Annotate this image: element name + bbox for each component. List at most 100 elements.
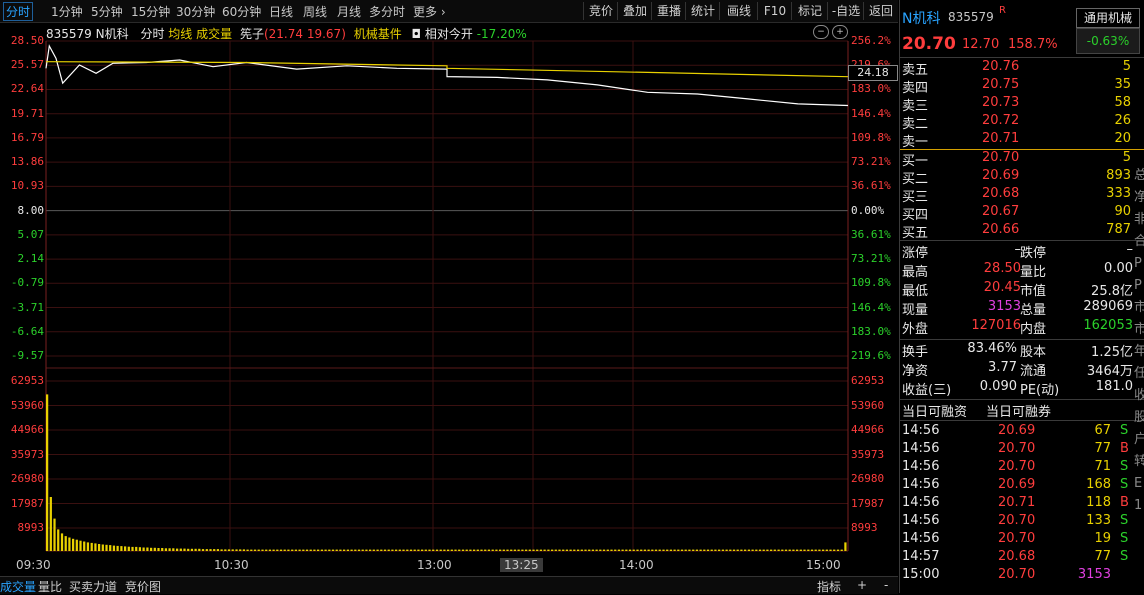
stat-label: 最高 — [902, 265, 929, 280]
ask-row[interactable]: 卖五 20.76 5 — [900, 59, 1144, 78]
period-tab-30min[interactable]: 30分钟 — [176, 5, 216, 19]
period-tab-60min[interactable]: 60分钟 — [222, 5, 262, 19]
volume-bar — [595, 549, 598, 551]
period-tab-1min[interactable]: 1分钟 — [51, 5, 83, 19]
volume-bar — [183, 548, 186, 551]
f10-button[interactable]: F10 — [757, 2, 792, 20]
volume-bar — [413, 549, 416, 551]
expand-icon[interactable]: + — [832, 25, 848, 39]
volume-bar — [224, 549, 227, 551]
volume-bar — [64, 536, 67, 551]
camera-icon[interactable]: ◘ — [411, 27, 422, 41]
volume-bar — [684, 549, 687, 551]
sector-link[interactable]: 机械基件 — [353, 27, 402, 41]
sector-button[interactable]: 通用机械 — [1076, 8, 1140, 28]
volume-bar — [261, 549, 264, 551]
auction-button[interactable]: 竞价 — [583, 2, 618, 20]
bid-row[interactable]: 买一 20.70 5 — [900, 150, 1144, 169]
bid-row[interactable]: 买三 20.68 333 — [900, 186, 1144, 205]
statistics-button[interactable]: 统计 — [685, 2, 720, 20]
volume-bar — [383, 549, 387, 551]
price-axis-label: 16.79 — [10, 130, 44, 144]
volume-bar — [142, 547, 145, 551]
volume-bar — [599, 549, 602, 551]
ask-volume: 35 — [1114, 77, 1131, 92]
indicator-button[interactable]: 指标 — [817, 580, 842, 594]
period-tab-fenshi[interactable]: 分时 — [3, 2, 34, 21]
period-tab-monthly[interactable]: 月线 — [337, 5, 362, 19]
volume-bar — [773, 549, 776, 551]
volume-bar — [120, 546, 123, 551]
volume-bar — [465, 549, 468, 551]
volume-axis-label: 26980 — [10, 472, 44, 485]
volume-bar — [131, 546, 134, 551]
volume-bar — [317, 549, 320, 551]
volume-bar — [647, 549, 650, 551]
bottom-tab-volume-ratio[interactable]: 量比 — [38, 580, 63, 594]
bid-row[interactable]: 买四 20.67 90 — [900, 204, 1144, 223]
volume-bar — [625, 549, 628, 551]
volume-bar — [458, 549, 461, 551]
bid-row[interactable]: 买二 20.69 893 — [900, 168, 1144, 187]
volume-bar — [740, 549, 743, 551]
chart-header: 835579 N机科 分时 均线 成交量 筅子(21.74 19.67) 机械基… — [46, 25, 527, 42]
ask-row[interactable]: 卖二 20.72 26 — [900, 113, 1144, 132]
volume-bar — [755, 549, 758, 551]
remove-indicator-button[interactable]: - — [884, 578, 889, 592]
period-tab-5min[interactable]: 5分钟 — [91, 5, 123, 19]
chart-tab-avg[interactable]: 均线 — [168, 27, 193, 41]
volume-bar — [346, 549, 350, 551]
bid-row[interactable]: 买五 20.66 787 — [900, 222, 1144, 241]
price-line — [45, 44, 849, 107]
period-tab-daily[interactable]: 日线 — [269, 5, 294, 19]
stat-label: 市值 — [1020, 284, 1047, 299]
volume-bar — [551, 549, 554, 551]
period-tab-multi[interactable]: 多分时 — [369, 5, 406, 19]
volume-bar — [176, 548, 179, 551]
overlay-button[interactable]: 叠加 — [617, 2, 652, 20]
volume-bar — [339, 549, 342, 551]
pct-axis-label: 183.0% — [851, 324, 891, 338]
volume-bar — [487, 549, 491, 551]
bid-price: 20.70 — [982, 150, 1020, 165]
bottom-tab-auction-chart[interactable]: 竞价图 — [125, 580, 162, 594]
replay-button[interactable]: 重播 — [651, 2, 686, 20]
period-tab-weekly[interactable]: 周线 — [303, 5, 328, 19]
bottom-tab-volume[interactable]: 成交量 — [0, 580, 37, 594]
chart-tab-volume[interactable]: 成交量 — [196, 27, 233, 41]
draw-line-button[interactable]: 画线 — [719, 2, 758, 20]
volume-bar — [439, 549, 442, 551]
stat-label: 现量 — [902, 303, 929, 318]
price-axis-label: -9.57 — [10, 349, 44, 362]
ask-row[interactable]: 卖四 20.75 35 — [900, 77, 1144, 96]
volume-bar — [268, 549, 272, 551]
mark-button[interactable]: 标记 — [791, 2, 828, 20]
bottom-tab-buy-sell-force[interactable]: 买卖力道 — [69, 580, 118, 594]
volume-bar — [257, 549, 260, 551]
volume-axis-label: 8993 — [851, 521, 878, 534]
chart-tab-fenshi[interactable]: 分时 — [140, 27, 165, 41]
shrink-icon[interactable]: − — [813, 25, 829, 39]
ask-row[interactable]: 卖三 20.73 58 — [900, 95, 1144, 114]
period-tab-15min[interactable]: 15分钟 — [131, 5, 171, 19]
volume-bar — [766, 549, 769, 551]
volume-bar — [532, 549, 535, 551]
intraday-chart[interactable]: 835579 N机科 分时 均线 成交量 筅子(21.74 19.67) 机械基… — [0, 23, 898, 576]
volume-bar — [558, 549, 561, 551]
add-watchlist-button[interactable]: -自选 — [827, 2, 864, 20]
volume-bar — [291, 549, 294, 551]
pct-axis-label: 73.21% — [851, 252, 891, 266]
add-indicator-button[interactable]: + — [857, 578, 868, 592]
ask-row[interactable]: 卖一 20.71 20 — [900, 131, 1144, 150]
price-axis-label: -6.64 — [10, 324, 44, 338]
volume-bar — [673, 549, 676, 551]
volume-bar — [781, 549, 784, 551]
bid-volume: 893 — [1106, 168, 1131, 183]
volume-bar — [654, 549, 658, 551]
cutoff-glyph: 市 — [1134, 300, 1144, 315]
period-tab-more[interactable]: 更多 › — [413, 3, 446, 20]
tick-volume: 133 — [1086, 513, 1111, 528]
zhuzi-label: 筅子 — [239, 27, 264, 41]
volume-bar — [172, 548, 175, 551]
back-button[interactable]: 返回 — [863, 2, 898, 20]
